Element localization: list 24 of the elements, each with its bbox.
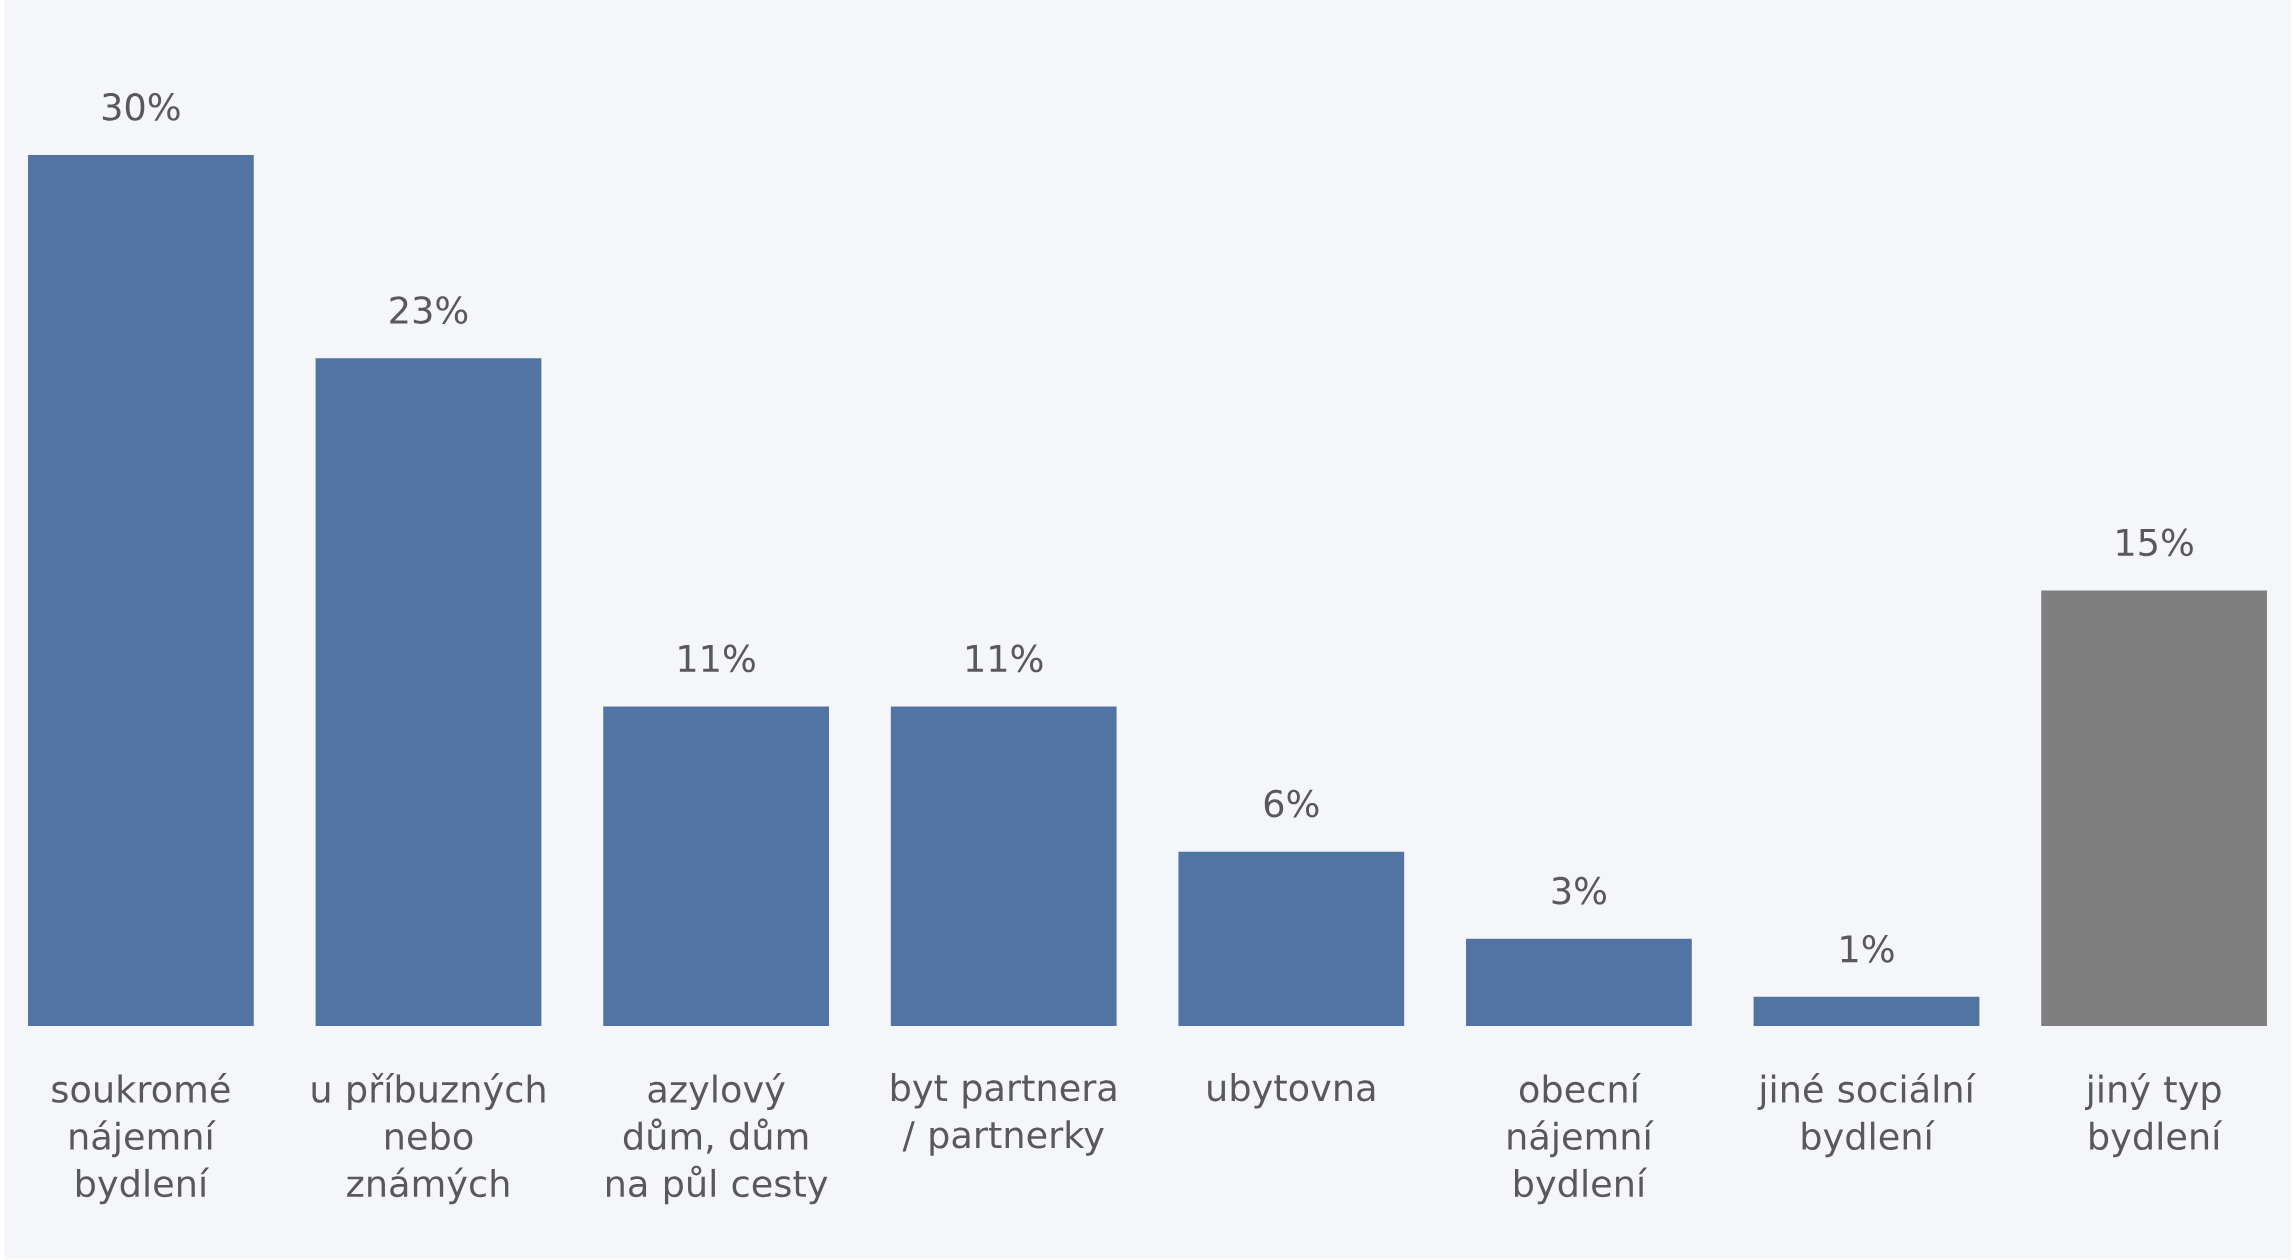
x-tick-label: obecní nájemní bydlení [1508,1073,1654,1205]
x-tick-label: u příbuzných nebo známých [312,1073,545,1205]
bar [603,706,829,1027]
bar [28,155,254,1027]
data-label: 11% [966,644,1043,673]
x-tick-label: byt partnera / partnerky [891,1073,1116,1156]
bar [1466,939,1692,1027]
bar [2041,590,2267,1027]
data-label: 1% [1841,935,1894,963]
bar [1753,997,1980,1027]
x-tick-label: jiný typ bydlení [2084,1073,2223,1158]
data-label: 15% [2117,528,2193,557]
data-label: 23% [390,296,468,325]
bar [890,706,1117,1027]
x-tick-label: soukromé nájemní bydlení [52,1073,230,1205]
bar [1178,851,1405,1027]
data-label: 30% [102,93,180,121]
x-tick-label: ubytovna [1208,1073,1375,1109]
x-tick-label: azylový dům, dům na půl cesty [607,1073,828,1205]
data-label: 11% [679,644,755,673]
data-label: 3% [1552,877,1606,905]
bar [315,358,542,1027]
data-label: 6% [1264,789,1319,818]
x-tick-label: jiné sociální bydlení [1757,1073,1976,1158]
